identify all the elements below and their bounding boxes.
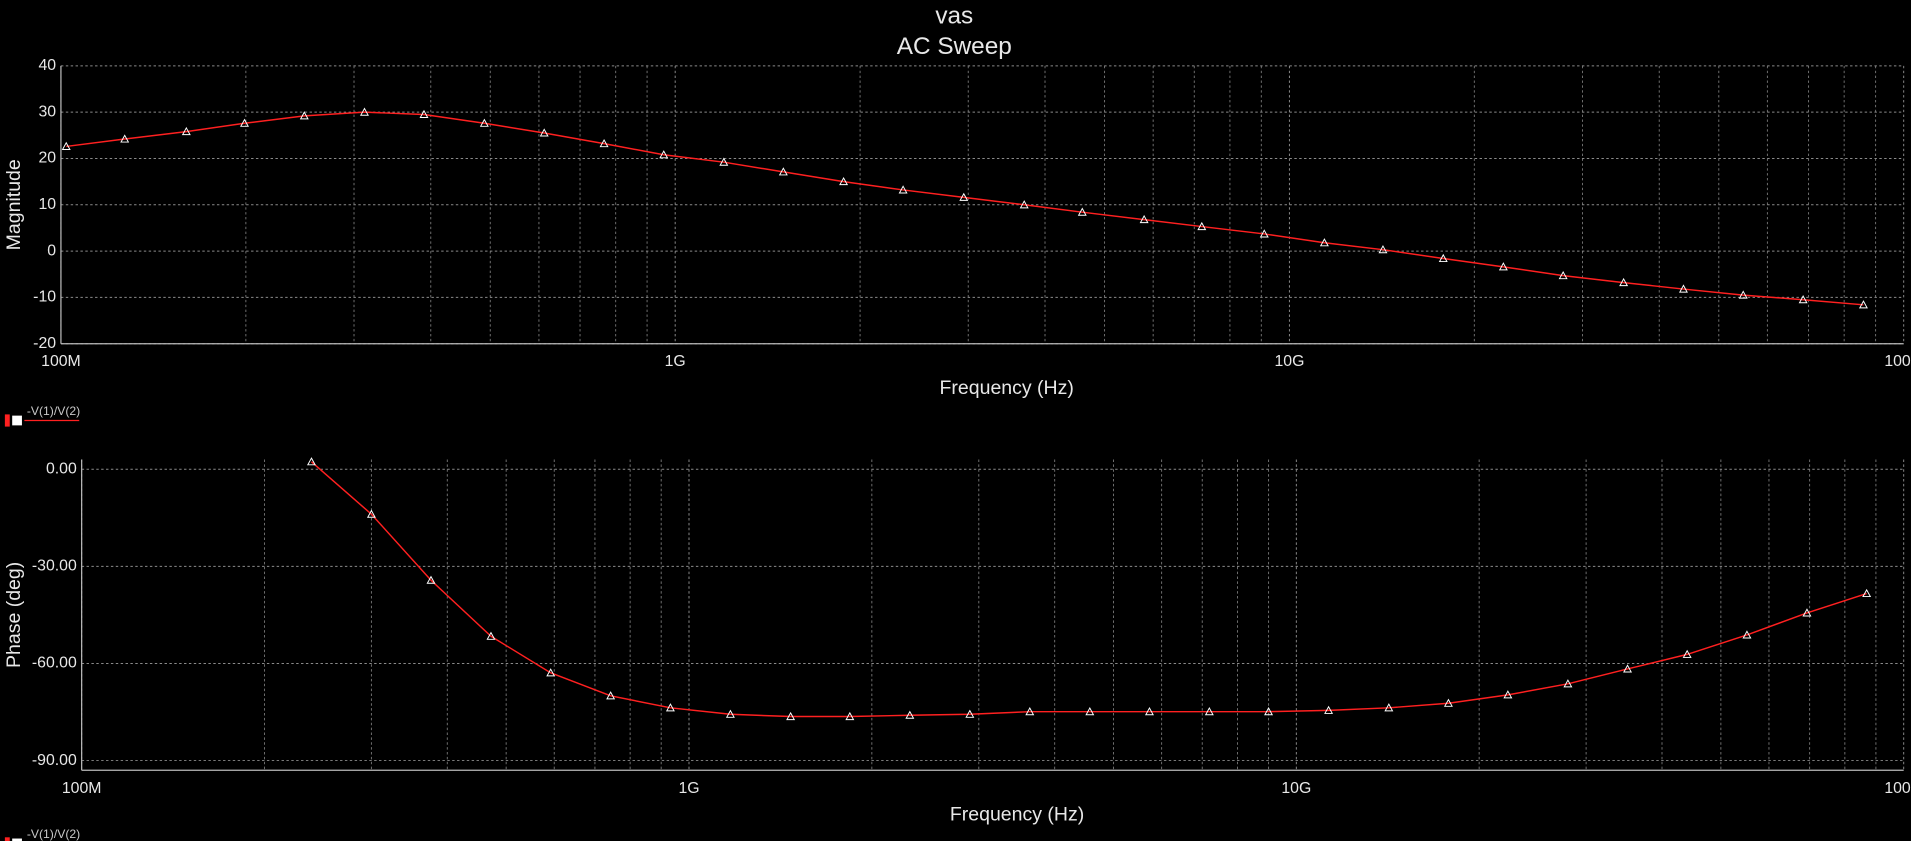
x-tick-label: 100M <box>62 780 102 797</box>
marker <box>599 138 609 148</box>
y-tick-label: 0.00 <box>46 460 77 477</box>
marker <box>1259 229 1269 238</box>
marker <box>546 668 556 677</box>
y-axis-label: Magnitude <box>3 159 25 250</box>
y-tick-label: 0 <box>47 242 56 259</box>
marker <box>725 709 735 718</box>
chart-title: vas <box>935 3 973 30</box>
marker <box>1144 707 1154 716</box>
x-tick-label: 10G <box>1281 780 1311 797</box>
x-tick-label: 100G <box>1884 780 1911 797</box>
marker <box>905 710 915 719</box>
marker <box>1324 705 1334 714</box>
marker <box>845 711 855 721</box>
y-tick-label: 10 <box>38 196 56 213</box>
marker <box>426 575 436 584</box>
marker <box>1738 290 1748 299</box>
marker <box>959 192 969 201</box>
legend-checkbox[interactable] <box>12 838 22 841</box>
marker <box>486 631 496 640</box>
chart-subtitle: AC Sweep <box>897 33 1012 60</box>
marker <box>1623 664 1633 673</box>
y-tick-label: -90.00 <box>32 752 77 769</box>
marker <box>1498 262 1508 271</box>
marker <box>1319 238 1329 247</box>
marker <box>665 703 675 712</box>
y-tick-label: -10 <box>33 289 56 306</box>
marker <box>1378 245 1388 254</box>
marker <box>299 111 309 120</box>
marker <box>181 126 191 136</box>
marker <box>965 709 975 718</box>
legend-label: -V(1)/V(2) <box>27 404 80 418</box>
x-tick-label: 100G <box>1884 353 1911 370</box>
y-tick-label: -30.00 <box>32 558 77 575</box>
marker <box>240 118 249 127</box>
marker <box>778 167 788 176</box>
series-line <box>310 461 1867 718</box>
marker <box>1438 253 1448 263</box>
marker <box>366 509 376 518</box>
marker <box>1862 588 1872 598</box>
marker <box>1503 690 1513 699</box>
marker <box>1563 679 1573 688</box>
marker <box>1204 707 1214 716</box>
marker <box>1802 608 1812 617</box>
marker <box>1798 295 1808 304</box>
marker <box>1085 707 1095 716</box>
marker <box>359 107 369 116</box>
x-tick-label: 1G <box>665 353 686 370</box>
x-tick-label: 10G <box>1274 353 1304 370</box>
marker <box>120 134 130 143</box>
marker <box>719 157 729 166</box>
marker <box>786 711 796 721</box>
x-tick-label: 1G <box>678 780 699 797</box>
marker <box>898 185 908 194</box>
marker <box>1682 649 1692 658</box>
legend-swatch <box>4 837 10 841</box>
marker <box>1139 214 1149 224</box>
marker <box>1858 300 1868 309</box>
marker <box>479 118 489 127</box>
marker <box>1197 221 1207 231</box>
y-tick-label: -20 <box>33 335 56 352</box>
marker <box>1678 284 1688 293</box>
marker <box>306 457 316 466</box>
marker <box>1019 200 1029 209</box>
marker <box>1077 207 1087 216</box>
marker <box>1264 707 1274 716</box>
marker <box>659 150 669 159</box>
marker <box>419 109 429 119</box>
marker <box>61 141 71 150</box>
legend-checkbox[interactable] <box>12 415 22 426</box>
marker <box>1742 630 1752 639</box>
x-tick-label: 100M <box>41 353 81 370</box>
marker <box>1558 270 1568 280</box>
legend-label: -V(1)/V(2) <box>27 827 80 841</box>
y-tick-label: -60.00 <box>32 655 77 672</box>
marker <box>1384 703 1394 712</box>
marker <box>839 176 849 186</box>
marker <box>539 128 549 137</box>
marker <box>1443 698 1453 707</box>
marker <box>606 691 616 700</box>
y-axis-label: Phase (deg) <box>3 562 25 668</box>
y-tick-label: 20 <box>38 150 56 167</box>
y-tick-label: 40 <box>38 57 56 74</box>
legend-swatch <box>4 414 10 427</box>
x-axis-label: Frequency (Hz) <box>950 804 1084 826</box>
x-axis-label: Frequency (Hz) <box>940 377 1074 399</box>
series-line <box>66 111 1864 306</box>
y-tick-label: 30 <box>38 103 56 120</box>
marker <box>1025 707 1035 716</box>
marker <box>1619 277 1629 287</box>
